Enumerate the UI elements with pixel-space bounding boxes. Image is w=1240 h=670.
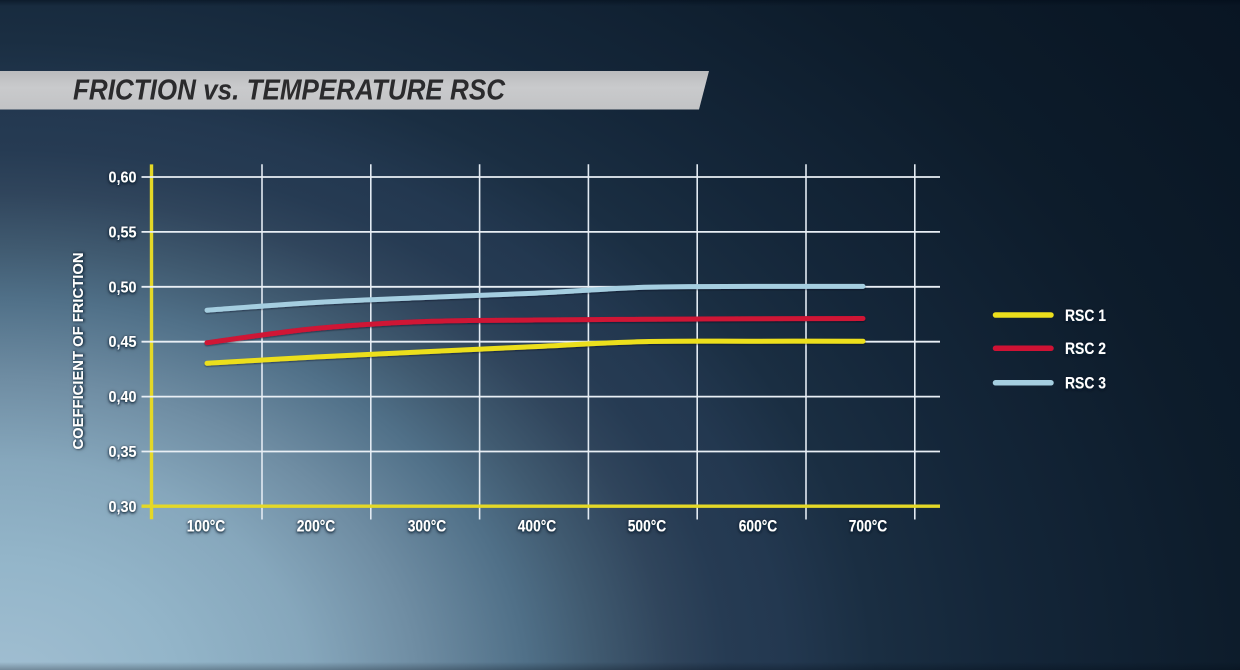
svg-text:700°C: 700°C <box>849 517 888 536</box>
svg-text:RSC 1: RSC 1 <box>1065 307 1106 325</box>
svg-text:0,30: 0,30 <box>109 499 137 516</box>
svg-text:0,40: 0,40 <box>109 389 137 406</box>
svg-text:RSC 3: RSC 3 <box>1065 375 1106 393</box>
svg-text:300°C: 300°C <box>408 517 447 536</box>
svg-text:0,55: 0,55 <box>109 224 137 241</box>
svg-text:COEFFICIENT OF FRICTION: COEFFICIENT OF FRICTION <box>71 253 87 450</box>
svg-text:100°C: 100°C <box>187 517 226 536</box>
svg-text:RSC 2: RSC 2 <box>1065 340 1106 358</box>
svg-text:600°C: 600°C <box>739 517 778 536</box>
svg-text:0,35: 0,35 <box>109 444 137 461</box>
svg-text:500°C: 500°C <box>628 517 667 536</box>
svg-text:400°C: 400°C <box>518 517 557 536</box>
svg-text:200°C: 200°C <box>297 517 336 536</box>
svg-text:0,60: 0,60 <box>109 170 137 187</box>
svg-text:0,50: 0,50 <box>109 279 137 296</box>
svg-text:0,45: 0,45 <box>109 334 137 351</box>
svg-text:FRICTION vs. TEMPERATURE RSC: FRICTION vs. TEMPERATURE RSC <box>73 75 506 107</box>
